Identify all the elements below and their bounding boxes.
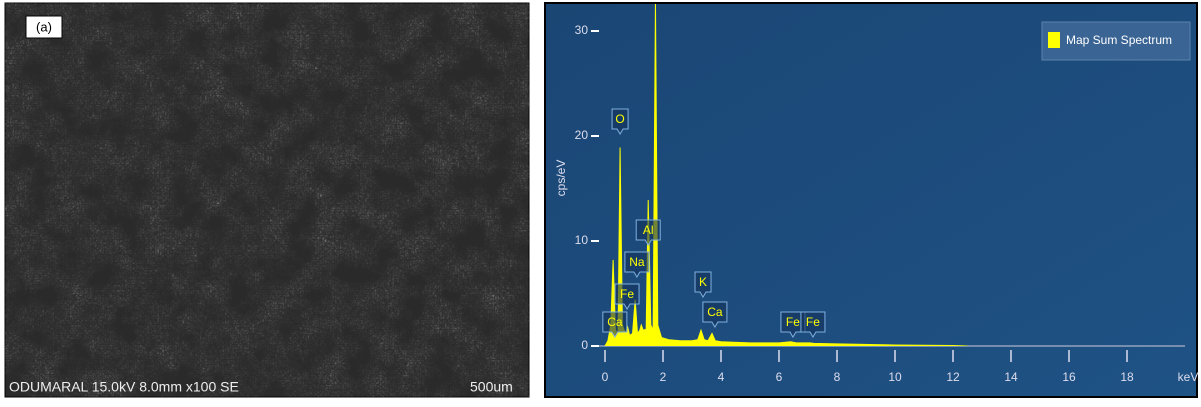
x-tick-label: 18: [1120, 370, 1134, 384]
peak-label: Na: [629, 255, 645, 269]
page: (a) ODUMARAL 15.0kV 8.0mm x100 SE 500um …: [0, 0, 1201, 402]
footer: ODUMARAL 15.0kV 8.0mm x100 SE: [9, 379, 239, 395]
panel-label: (a): [36, 19, 52, 34]
y-axis-label: cps/eV: [554, 160, 568, 197]
x-tick-label: 8: [834, 370, 841, 384]
peak-label: O: [615, 112, 624, 126]
y-tick-label: 20: [575, 128, 589, 142]
scale-label: 500um: [470, 379, 513, 395]
y-tick-label: 10: [575, 233, 589, 247]
peak-label: Ca: [707, 305, 723, 319]
legend-label: Map Sum Spectrum: [1066, 33, 1172, 47]
y-tick-label: 0: [581, 338, 588, 352]
peak-label: Al: [643, 223, 654, 237]
y-tick-label: 30: [575, 23, 589, 37]
x-tick-label: 12: [946, 370, 960, 384]
x-tick-label: 10: [888, 370, 902, 384]
x-tick-label: 2: [660, 370, 667, 384]
figure: (a) ODUMARAL 15.0kV 8.0mm x100 SE 500um …: [0, 0, 1201, 402]
x-tick-label: 16: [1062, 370, 1076, 384]
peak-label: Fe: [620, 287, 634, 301]
legend-swatch: [1048, 32, 1060, 48]
x-tick-label: 4: [718, 370, 725, 384]
peak-label: Fe: [806, 315, 820, 329]
x-tick-label: 0: [602, 370, 609, 384]
x-tick-label: 6: [776, 370, 783, 384]
sem-image: (a) ODUMARAL 15.0kV 8.0mm x100 SE 500um: [5, 3, 529, 397]
x-tick-label: 14: [1004, 370, 1018, 384]
x-axis-label: keV: [1178, 370, 1199, 384]
peak-label: Fe: [786, 315, 800, 329]
peak-label: Ca: [607, 315, 623, 329]
peak-label: K: [699, 275, 707, 289]
